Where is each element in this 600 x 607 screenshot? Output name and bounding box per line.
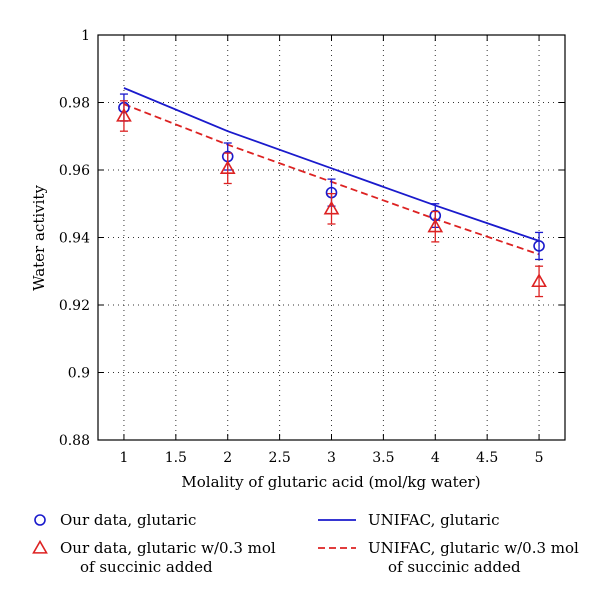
- series-line-unifac_glutaric: [123, 87, 540, 242]
- x-axis-label: Molality of glutaric acid (mol/kg water): [181, 473, 480, 491]
- plot-frame: [97, 34, 566, 441]
- legend-label: Our data, glutaric w/0.3 mol: [60, 539, 276, 557]
- x-tick-label: 4: [431, 450, 440, 466]
- x-tick-label: 1.5: [165, 450, 187, 466]
- series-our_glutaric_succinic: [116, 100, 547, 298]
- legend-label: UNIFAC, glutaric w/0.3 mol: [368, 539, 579, 557]
- legend: Our data, glutaric Our data, glutaric w/0…: [32, 511, 579, 576]
- legend-label: of succinic added: [80, 558, 213, 576]
- legend-entry-our_glutaric: Our data, glutaric: [34, 511, 196, 529]
- data-point: [219, 160, 236, 174]
- legend-label: Our data, glutaric: [60, 511, 196, 529]
- data-point: [533, 240, 545, 252]
- data-point: [323, 200, 340, 215]
- x-tick-label: 1: [119, 450, 128, 466]
- x-tick-label: 2: [223, 450, 232, 466]
- y-tick-label: 0.88: [59, 433, 90, 449]
- legend-marker: [32, 539, 48, 554]
- x-tick-label: 3.5: [372, 450, 394, 466]
- y-tick-label: 0.94: [59, 231, 90, 247]
- x-tick-label: 5: [535, 450, 544, 466]
- x-tick-label: 4.5: [476, 450, 498, 466]
- x-tick-label: 2.5: [268, 450, 290, 466]
- series-layer: [116, 87, 547, 298]
- y-axis-label: Water activity: [30, 185, 48, 291]
- data-point: [531, 273, 547, 288]
- y-tick-label: 0.98: [59, 96, 90, 112]
- y-tick-label: 0.9: [68, 366, 90, 382]
- legend-marker: [34, 514, 46, 526]
- legend-entry-unifac_glutaric: UNIFAC, glutaric: [318, 511, 500, 529]
- y-tick-label: 0.96: [59, 163, 90, 179]
- y-tick-label: 0.92: [59, 298, 90, 314]
- legend-label: UNIFAC, glutaric: [368, 511, 500, 529]
- x-tick-label: 3: [327, 450, 336, 466]
- y-tick-label: 1: [81, 28, 90, 44]
- legend-label: of succinic added: [388, 558, 521, 576]
- data-point: [116, 107, 132, 122]
- data-point: [427, 218, 444, 233]
- axis-ticks: 1 1.5 2 2.5 3 3.5 4 4.5 5 0.88 0.9 0.92 0.94 0.96 0.98…: [59, 28, 565, 466]
